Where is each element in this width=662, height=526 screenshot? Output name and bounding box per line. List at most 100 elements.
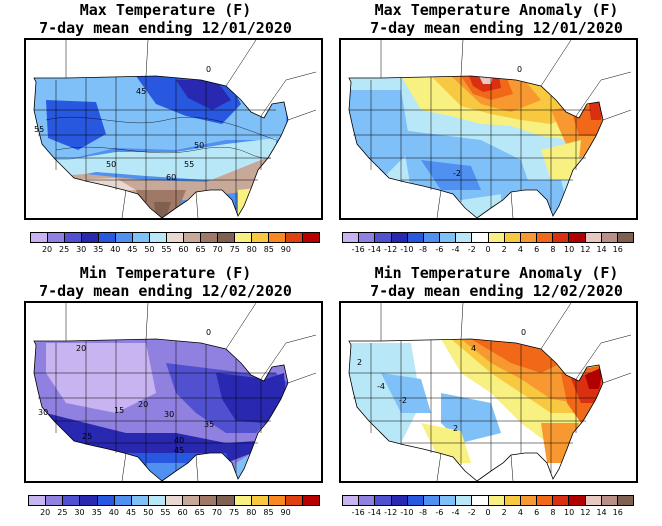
colorbar-label: -16 <box>351 245 365 254</box>
panel-1-colorbar-labels: 20 25 30 35 40 45 50 55 60 65 70 75 80 85 90 <box>30 243 320 255</box>
panel-1-contour-label: 55 <box>184 160 194 169</box>
colorbar-label: 16 <box>612 508 623 517</box>
panel-2-map: 0 -2 <box>339 38 638 220</box>
panel-4-contour-label: -4 <box>377 382 385 391</box>
colorbar-swatch <box>235 233 252 242</box>
panel-4-contour-label: 2 <box>357 358 362 367</box>
panel-2-colorbar-swatches <box>342 232 634 243</box>
colorbar-swatch <box>488 496 505 505</box>
colorbar-label: 30 <box>76 245 87 254</box>
panel-1-contour-label: 55 <box>34 125 44 134</box>
panel-4-colorbar: -16 -14 -12 -10 -8 -6 -4 -2 0 2 4 6 8 10 12 14 16 <box>342 495 634 518</box>
colorbar-swatch <box>166 496 184 505</box>
colorbar-swatch <box>97 496 115 505</box>
colorbar-swatch <box>285 496 303 505</box>
colorbar-label: 20 <box>40 508 51 517</box>
colorbar-swatch <box>184 233 201 242</box>
panel-1-contour-label: 50 <box>106 160 116 169</box>
colorbar-swatch <box>553 233 570 242</box>
colorbar-swatch <box>131 496 149 505</box>
colorbar-swatch <box>218 233 235 242</box>
panel-4-colorbar-labels: -16 -14 -12 -10 -8 -6 -4 -2 0 2 4 6 8 10 12 14 16 <box>342 506 634 518</box>
panel-3-map-graphic: 20 30 15 20 30 35 40 45 25 0 <box>33 303 317 481</box>
panel-3-colorbar-labels: 20 25 30 35 40 45 50 55 60 65 70 75 80 85 90 <box>28 506 320 518</box>
panel-4-title-line1: Min Temperature Anomaly (F) <box>374 264 619 282</box>
colorbar-swatch <box>343 496 360 505</box>
colorbar-label: -6 <box>435 245 444 254</box>
colorbar-label: 90 <box>280 245 291 254</box>
colorbar-swatch <box>488 233 505 242</box>
panel-4-contour-label: 4 <box>471 344 476 353</box>
colorbar-label: 80 <box>246 245 257 254</box>
colorbar-label: -8 <box>419 508 428 517</box>
colorbar-swatch <box>200 496 218 505</box>
colorbar-label: -2 <box>467 508 476 517</box>
colorbar-swatch <box>537 233 554 242</box>
colorbar-swatch <box>65 233 82 242</box>
colorbar-label: -8 <box>419 245 428 254</box>
colorbar-swatch <box>251 496 269 505</box>
panel-3-contour-label: 30 <box>164 410 174 419</box>
colorbar-label: 40 <box>110 245 121 254</box>
colorbar-label: 6 <box>534 508 540 517</box>
panel-3-contour-label: 25 <box>82 432 92 441</box>
colorbar-swatch <box>504 233 521 242</box>
colorbar-label: 60 <box>177 508 188 517</box>
panel-2-contour-label: 0 <box>517 65 522 74</box>
colorbar-swatch <box>601 496 618 505</box>
panel-3-title-line2: 7-day mean ending 12/02/2020 <box>39 282 292 300</box>
colorbar-label: 75 <box>229 508 240 517</box>
colorbar-swatch <box>585 496 602 505</box>
colorbar-swatch <box>472 496 489 505</box>
colorbar-label: -2 <box>467 245 476 254</box>
panel-3-contour-label: 0 <box>206 328 211 337</box>
colorbar-swatch <box>520 496 538 505</box>
panel-1-title-line1: Max Temperature (F) <box>79 1 252 19</box>
panel-3-contour-label: 15 <box>114 406 124 415</box>
colorbar-label: 10 <box>564 508 575 517</box>
colorbar-swatch <box>423 496 441 505</box>
colorbar-label: -4 <box>451 508 460 517</box>
panel-2-map-graphic: 0 -2 <box>348 40 632 218</box>
colorbar-label: -10 <box>400 508 414 517</box>
colorbar-label: -14 <box>367 245 381 254</box>
panel-1-contour-label: 45 <box>136 87 146 96</box>
colorbar-label: 2 <box>501 245 507 254</box>
panel-4-contour-label: 2 <box>453 424 458 433</box>
colorbar-swatch <box>82 233 99 242</box>
colorbar-swatch <box>268 496 286 505</box>
colorbar-swatch <box>391 233 408 242</box>
colorbar-label: 80 <box>246 508 257 517</box>
panel-1-contour-label: 50 <box>194 141 204 150</box>
colorbar-swatch <box>252 233 269 242</box>
colorbar-swatch <box>456 496 473 505</box>
colorbar-swatch <box>286 233 303 242</box>
colorbar-label: 85 <box>263 508 274 517</box>
colorbar-swatch <box>617 233 634 242</box>
panel-3-contour-label: 30 <box>38 408 48 417</box>
colorbar-label: -6 <box>435 508 444 517</box>
panel-1-title-line2: 7-day mean ending 12/01/2020 <box>39 19 292 37</box>
colorbar-label: 0 <box>485 245 491 254</box>
colorbar-swatch <box>617 496 634 505</box>
colorbar-swatch <box>48 233 65 242</box>
colorbar-swatch <box>31 233 48 242</box>
colorbar-swatch <box>343 233 360 242</box>
colorbar-label: 85 <box>263 245 274 254</box>
colorbar-label: -4 <box>451 245 460 254</box>
panel-3-contour-label: 40 <box>174 436 184 445</box>
colorbar-swatch <box>440 496 457 505</box>
colorbar-label: 90 <box>280 508 291 517</box>
panel-1-colorbar: 20 25 30 35 40 45 50 55 60 65 70 75 80 85 90 <box>30 232 320 255</box>
colorbar-swatch <box>537 496 554 505</box>
colorbar-swatch <box>183 496 201 505</box>
colorbar-label: 25 <box>59 245 70 254</box>
colorbar-label: 55 <box>161 245 172 254</box>
colorbar-swatch <box>553 496 570 505</box>
colorbar-label: 35 <box>91 508 102 517</box>
colorbar-label: 4 <box>517 508 523 517</box>
colorbar-swatch <box>423 233 441 242</box>
panel-3-contour-label: 45 <box>174 446 184 455</box>
colorbar-swatch <box>80 496 98 505</box>
colorbar-label: 45 <box>127 245 138 254</box>
